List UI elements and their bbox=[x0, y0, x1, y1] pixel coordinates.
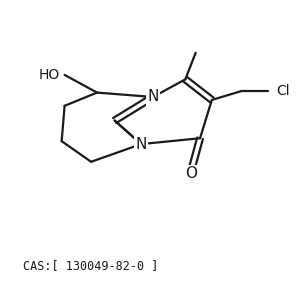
Text: O: O bbox=[185, 166, 197, 181]
Text: N: N bbox=[136, 136, 147, 152]
Text: N: N bbox=[147, 89, 159, 104]
Text: Cl: Cl bbox=[277, 84, 290, 98]
Text: CAS:[ 130049-82-0 ]: CAS:[ 130049-82-0 ] bbox=[23, 259, 159, 272]
Text: HO: HO bbox=[39, 68, 60, 82]
